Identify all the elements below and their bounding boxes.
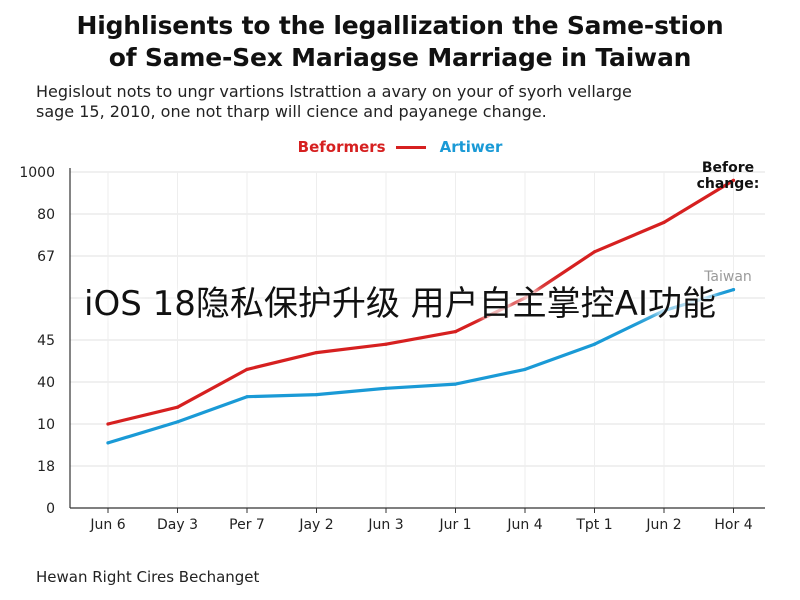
series-line-0	[106, 178, 736, 426]
x-tick-label: Jun 4	[506, 517, 542, 533]
legend-label-red: Beformers	[297, 138, 386, 156]
series-point-0	[314, 351, 319, 355]
chart-legend: Beformers Artiwer	[0, 138, 800, 156]
legend-swatch-red	[395, 145, 426, 149]
chart-subtitle: Hegislout nots to ungr vartions lstratti…	[36, 82, 776, 122]
series-point-0	[384, 342, 388, 346]
series-point-1	[314, 393, 319, 397]
annotation-before-change: Before	[702, 160, 754, 176]
y-tick-label: 1000	[19, 165, 55, 181]
y-tick-label: 10	[37, 417, 55, 433]
chart-footer: Hewan Right Cires Bechanget	[36, 568, 260, 586]
legend-label-blue: Artiwer	[439, 138, 503, 156]
chart-title: Highlisents to the legallization the Sam…	[0, 10, 800, 74]
annotation-before-change: change:	[697, 176, 760, 192]
series-point-1	[384, 386, 388, 390]
series-point-0	[175, 405, 180, 409]
x-tick-label: Jun 2	[645, 517, 681, 533]
y-tick-label: 67	[37, 249, 55, 265]
series-point-0	[523, 296, 527, 300]
x-tick-label: Jun 3	[367, 517, 403, 533]
series-point-1	[592, 342, 597, 346]
x-tick-label: Jur 1	[438, 517, 471, 533]
chart-title-line-1: Highlisents to the legallization the Sam…	[76, 11, 724, 40]
x-tick-label: Jay 2	[298, 517, 333, 533]
series-point-0	[453, 330, 458, 334]
series-point-0	[592, 250, 597, 254]
legend-item-blue: Artiwer	[440, 138, 503, 156]
y-tick-label: 18	[37, 459, 55, 475]
chart-subtitle-line-1: Hegislout nots to ungr vartions lstratti…	[36, 82, 632, 101]
y-tick-label: 45	[37, 333, 55, 349]
x-tick-label: Day 3	[157, 517, 198, 533]
x-tick-label: Tpt 1	[575, 517, 612, 533]
series-point-1	[523, 367, 527, 371]
series-point-0	[662, 220, 666, 224]
series-point-0	[245, 367, 249, 371]
y-tick-label: 0	[46, 501, 55, 517]
annotation-taiwan: Taiwan	[703, 269, 752, 285]
chart-title-line-2: of Same-Sex Mariagse Marriage in Taiwan	[108, 43, 692, 72]
series-point-1	[453, 382, 458, 386]
series-point-1	[662, 309, 666, 313]
series-point-1	[245, 395, 249, 399]
series-point-1	[731, 288, 736, 292]
x-tick-label: Per 7	[229, 517, 265, 533]
series-point-0	[731, 178, 736, 182]
chart-subtitle-line-2: sage 15, 2010, one not tharp will cience…	[36, 102, 547, 121]
y-tick-label: 80	[37, 207, 55, 223]
overlay-caption: iOS 18隐私保护升级 用户自主掌控AI功能	[84, 284, 716, 324]
series-line-1	[106, 288, 736, 445]
y-tick-label: 40	[37, 375, 55, 391]
series-point-0	[106, 422, 110, 426]
series-point-1	[106, 441, 110, 445]
x-tick-label: Jun 6	[89, 517, 125, 533]
legend-item-red: Beformers	[298, 138, 426, 156]
series-point-1	[175, 420, 180, 424]
x-tick-label: Hor 4	[714, 517, 752, 533]
